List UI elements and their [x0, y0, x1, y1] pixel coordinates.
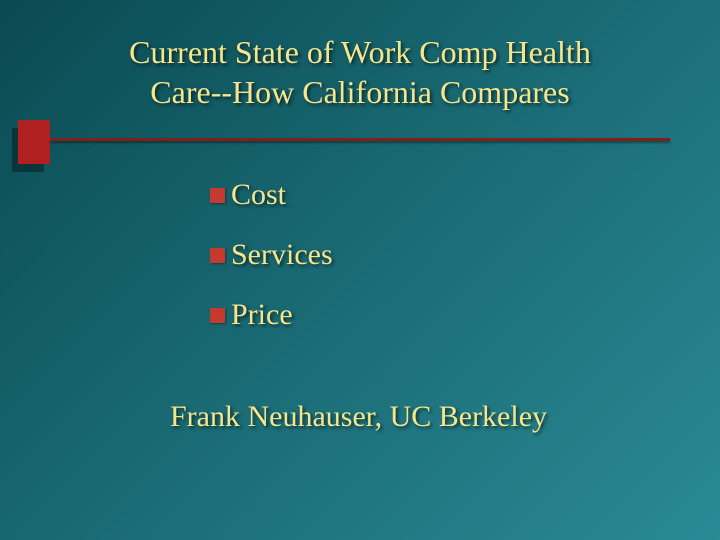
- author-line: Frank Neuhauser, UC Berkeley: [170, 400, 547, 434]
- list-item: Services: [210, 238, 333, 272]
- bullet-label: Price: [231, 298, 293, 332]
- title-divider: [0, 124, 680, 164]
- slide: Current State of Work Comp Health Care--…: [0, 0, 720, 540]
- accent-box: [18, 120, 50, 164]
- bullet-label: Cost: [231, 178, 286, 212]
- bullet-label: Services: [231, 238, 333, 272]
- title-line-2: Care--How California Compares: [150, 74, 569, 110]
- slide-title: Current State of Work Comp Health Care--…: [0, 32, 720, 112]
- title-line-1: Current State of Work Comp Health: [129, 34, 591, 70]
- bullet-list: Cost Services Price: [210, 178, 333, 358]
- square-bullet-icon: [210, 308, 225, 323]
- divider-line: [50, 138, 670, 141]
- square-bullet-icon: [210, 248, 225, 263]
- list-item: Price: [210, 298, 333, 332]
- list-item: Cost: [210, 178, 333, 212]
- square-bullet-icon: [210, 188, 225, 203]
